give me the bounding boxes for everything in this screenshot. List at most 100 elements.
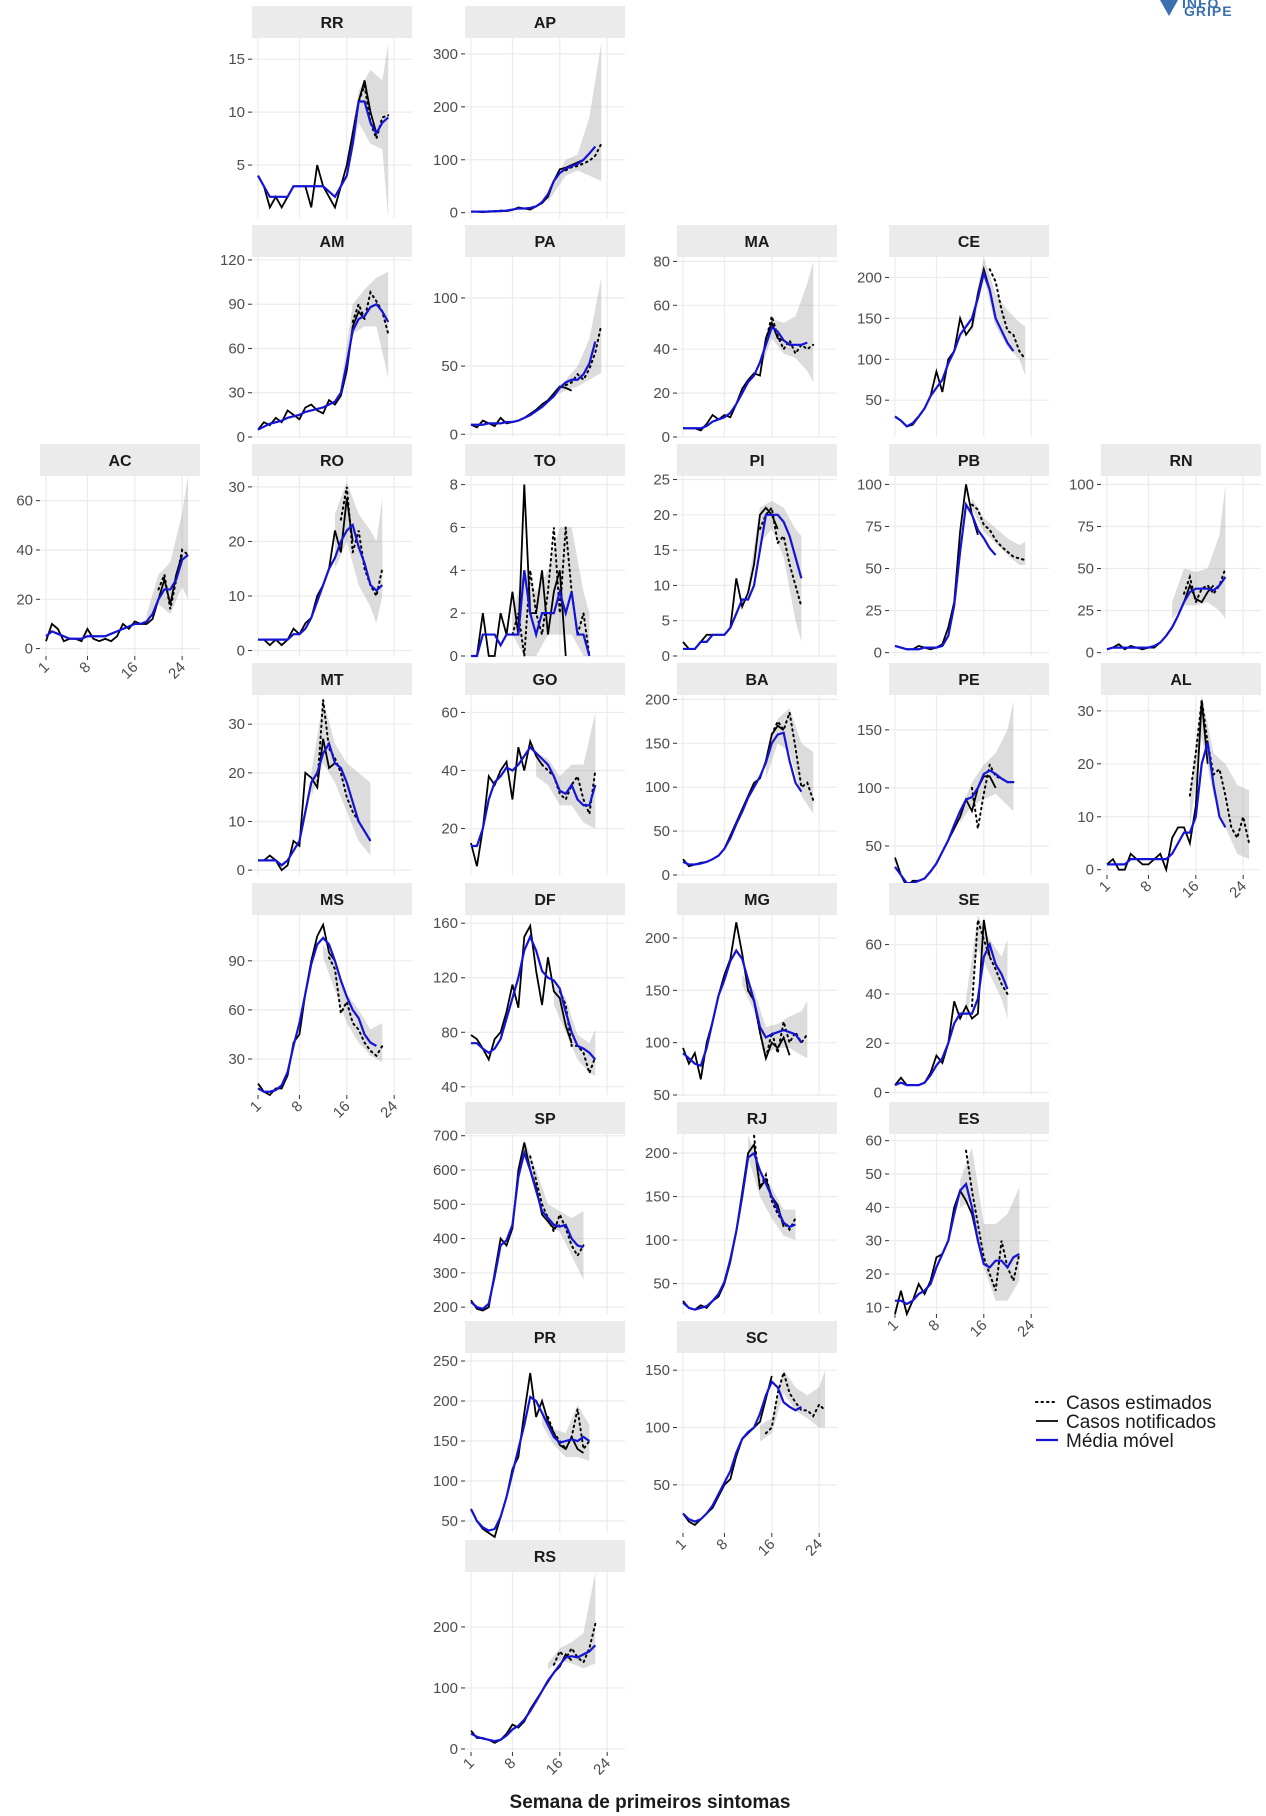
media-movel-line <box>470 1395 591 1532</box>
panel-strip <box>889 444 1049 476</box>
y-tick-label: 0 <box>874 645 882 662</box>
y-tick-label: 90 <box>228 953 245 970</box>
y-tick-label: 30 <box>228 716 245 733</box>
y-tick-label: 0 <box>450 426 458 443</box>
y-tick-label: 400 <box>433 1231 458 1248</box>
casos-notificados-line <box>682 1375 773 1527</box>
y-tick-label: 0 <box>1086 862 1094 879</box>
y-tick-label: 15 <box>228 51 245 68</box>
y-tick-label: 40 <box>441 762 458 779</box>
casos-estimados-line <box>764 312 815 356</box>
media-movel-line <box>682 1379 802 1523</box>
casos-notificados-line <box>1106 700 1209 874</box>
y-tick-label: 20 <box>1077 756 1094 773</box>
y-tick-label: 700 <box>433 1128 458 1145</box>
casos-estimados-line <box>965 1149 1021 1292</box>
y-tick-label: 100 <box>645 1232 670 1249</box>
y-tick-label: 200 <box>645 1145 670 1162</box>
panel-strip <box>465 1102 625 1134</box>
media-movel-line <box>45 554 189 640</box>
panel-sc: SC 50 100 150 1 8 16 24 <box>645 1321 837 1560</box>
y-tick-label: 200 <box>857 269 882 286</box>
y-tick-label: 150 <box>645 735 670 752</box>
media-movel-line <box>683 513 803 651</box>
panel-title: TO <box>534 453 556 470</box>
casos-estimados-line <box>770 712 815 802</box>
panel-title: ES <box>958 1111 980 1128</box>
y-tick-label: 0 <box>237 862 245 879</box>
panel-strip <box>677 1321 837 1353</box>
y-tick-label: 20 <box>228 765 245 782</box>
logo-word-gripe: GRIPE <box>1184 3 1233 19</box>
x-tick-label: 24 <box>377 1098 401 1122</box>
media-movel-line <box>471 934 597 1061</box>
media-movel-line <box>257 100 389 199</box>
y-tick-label: 50 <box>653 1276 670 1293</box>
uncertainty-band <box>759 261 814 383</box>
y-tick-label: 100 <box>645 1035 670 1052</box>
x-tick-label: 24 <box>165 659 189 683</box>
y-tick-label: 10 <box>653 577 670 594</box>
panel-am: AM 0 30 60 90 120 <box>220 225 412 446</box>
x-tick-label: 8 <box>1137 878 1155 896</box>
uncertainty-band <box>960 1147 1020 1301</box>
x-tick-label: 1 <box>672 1536 690 1554</box>
casos-notificados-line <box>470 738 543 867</box>
y-tick-label: 60 <box>865 937 882 954</box>
panel-strip <box>677 883 837 915</box>
media-movel-line <box>257 302 390 431</box>
panel-strip <box>252 6 412 38</box>
y-tick-label: 600 <box>433 1162 458 1179</box>
x-tick-label: 1 <box>460 1755 478 1773</box>
panel-strip <box>465 883 625 915</box>
panel-pe: PE 50 100 150 <box>857 663 1049 889</box>
x-tick-label: 16 <box>755 1536 779 1560</box>
y-tick-label: 30 <box>1077 703 1094 720</box>
media-movel-line <box>258 740 372 867</box>
casos-estimados-line <box>758 505 803 608</box>
y-tick-label: 0 <box>450 1741 458 1758</box>
panel-strip <box>677 663 837 695</box>
panel-title: MG <box>744 892 770 909</box>
y-tick-label: 100 <box>645 1420 670 1437</box>
panel-title: PI <box>749 453 764 470</box>
y-tick-label: 0 <box>874 1085 882 1102</box>
y-tick-label: 10 <box>1077 809 1094 826</box>
media-movel-line <box>894 941 1009 1087</box>
uncertainty-band <box>742 974 808 1059</box>
y-tick-label: 250 <box>433 1353 458 1370</box>
uncertainty-band <box>966 915 1008 1024</box>
legend-label-notificados: Casos notificados <box>1066 1412 1216 1433</box>
y-tick-label: 200 <box>433 1619 458 1636</box>
media-movel-line <box>470 1644 597 1743</box>
x-tick-label: 8 <box>713 1536 731 1554</box>
y-tick-label: 20 <box>865 1266 882 1283</box>
y-tick-label: 60 <box>653 297 670 314</box>
panel-mg: MG 50 100 150 200 <box>645 883 837 1104</box>
y-tick-label: 50 <box>653 1477 670 1494</box>
y-tick-label: 150 <box>433 1433 458 1450</box>
panel-es: ES 10 20 30 40 50 60 1 8 16 24 <box>865 1102 1049 1341</box>
x-tick-label: 16 <box>543 1755 567 1779</box>
y-tick-label: 20 <box>653 507 670 524</box>
casos-estimados-line <box>970 919 1009 1008</box>
legend-label-media-movel: Média móvel <box>1066 1431 1174 1452</box>
panel-strip <box>465 1321 625 1353</box>
x-tick-label: 1 <box>35 659 53 677</box>
logo-pin-icon <box>1160 0 1178 16</box>
y-tick-label: 0 <box>450 648 458 665</box>
casos-estimados-line <box>339 486 384 599</box>
y-tick-label: 50 <box>865 838 882 855</box>
y-tick-label: 120 <box>220 252 245 269</box>
x-tick-label: 1 <box>884 1317 902 1335</box>
y-tick-label: 5 <box>237 157 245 174</box>
panel-rj: RJ 50 100 150 200 <box>645 1102 837 1314</box>
casos-estimados-line <box>157 548 190 610</box>
panel-title: SC <box>746 1330 769 1347</box>
media-movel-line <box>682 948 803 1068</box>
y-tick-label: 25 <box>1077 603 1094 620</box>
panel-title: DF <box>534 892 556 909</box>
x-tick-label: 24 <box>1226 878 1250 902</box>
y-tick-label: 40 <box>865 986 882 1003</box>
y-tick-label: 20 <box>228 533 245 550</box>
